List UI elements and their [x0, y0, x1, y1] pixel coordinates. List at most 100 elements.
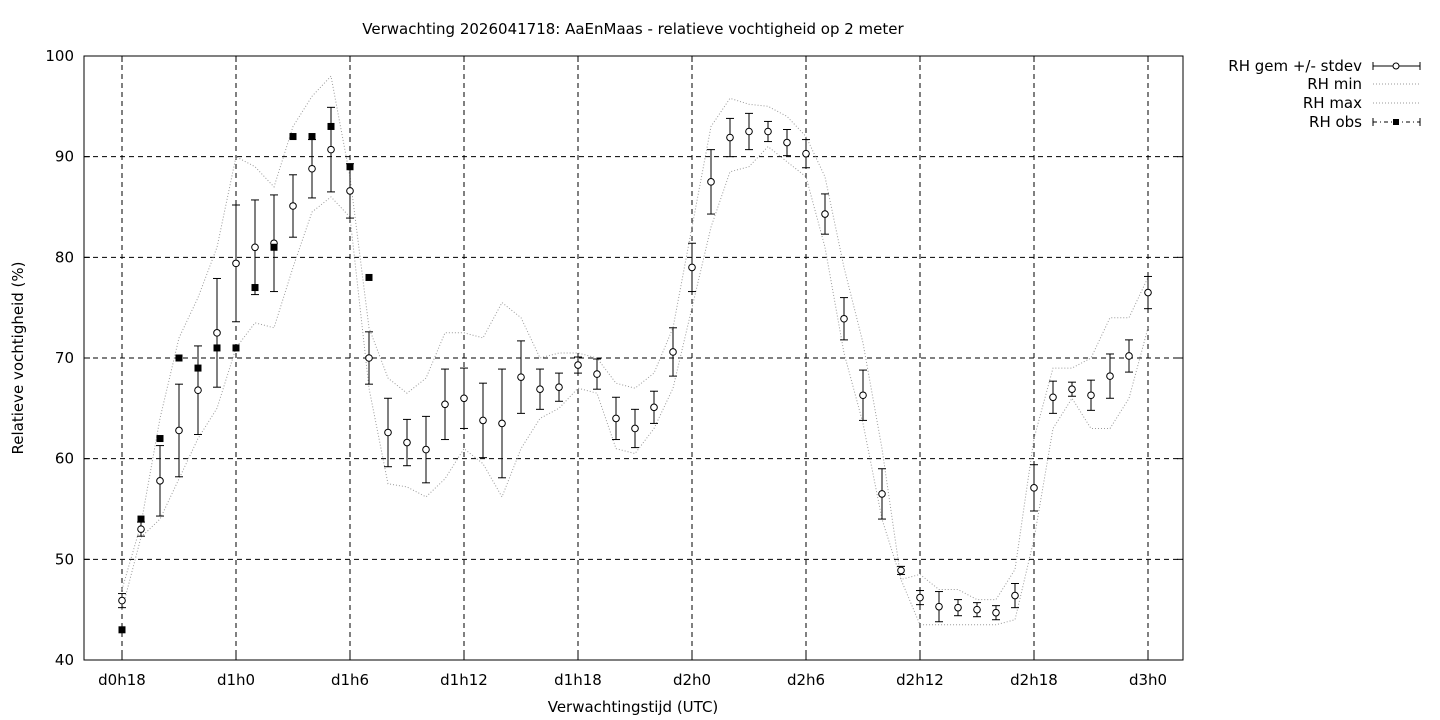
error-bar	[1125, 339, 1133, 373]
obs-point	[270, 243, 278, 251]
mean-point	[745, 127, 753, 136]
mean-point	[1087, 391, 1095, 400]
error-bar	[726, 117, 734, 158]
error-bar	[498, 368, 506, 479]
error-bar	[536, 368, 544, 410]
error-bar	[916, 590, 924, 606]
mean-point	[156, 477, 164, 485]
y-tick-label: 80	[55, 248, 74, 266]
mean-point	[441, 400, 449, 409]
y-tick-label: 90	[55, 148, 74, 166]
error-bar	[707, 149, 715, 215]
obs-point	[137, 515, 145, 523]
mean-point	[1030, 484, 1038, 492]
mean-point	[669, 348, 677, 356]
error-bar	[669, 327, 677, 377]
x-tick-label: d2h18	[1010, 671, 1058, 689]
mean-point	[688, 263, 696, 272]
mean-point	[764, 127, 772, 136]
error-bar	[308, 139, 316, 199]
error-bar	[650, 390, 658, 424]
error-bar	[517, 340, 525, 414]
error-bar	[1106, 353, 1114, 399]
mean-point	[498, 419, 506, 428]
error-bar	[840, 297, 848, 341]
x-axis-label: Verwachtingstijd (UTC)	[548, 698, 719, 716]
mean-point	[783, 138, 791, 147]
mean-point	[422, 445, 430, 454]
x-tick-labels: d0h18 d1h0 d1h6 d1h12 d1h18 d2h0 d2h6 d2h12 d2h1…	[98, 671, 1167, 689]
error-bar	[574, 356, 582, 374]
rh-max-line	[121, 75, 1149, 601]
x-tick-label: d2h0	[673, 671, 711, 689]
grid-lines	[84, 55, 1183, 661]
error-bar	[1144, 275, 1152, 310]
obs-point	[232, 344, 240, 352]
mean-point	[118, 596, 126, 605]
mean-point	[403, 438, 411, 447]
error-bar	[346, 163, 354, 219]
y-axis-label: Relatieve vochtigheid (%)	[9, 261, 27, 454]
y-tick-label: 70	[55, 349, 74, 367]
mean-point	[289, 202, 297, 210]
mean-point	[308, 164, 316, 173]
error-bar	[878, 468, 886, 520]
legend-obs-marker	[1393, 119, 1399, 125]
error-bar	[403, 418, 411, 467]
mean-point	[1106, 372, 1114, 380]
error-bar	[327, 106, 335, 193]
error-bar	[1030, 464, 1038, 512]
error-bar	[935, 591, 943, 623]
rh-min-line	[121, 145, 1149, 626]
mean-point	[859, 391, 867, 400]
error-bar	[441, 368, 449, 441]
x-tick-label: d1h12	[440, 671, 488, 689]
x-tick-label: d1h0	[217, 671, 255, 689]
error-bar	[422, 415, 430, 484]
error-bar	[631, 408, 639, 449]
legend-label: RH min	[1307, 75, 1362, 93]
x-tick-label: d1h18	[554, 671, 602, 689]
mean-point	[897, 566, 905, 575]
error-bar	[1049, 380, 1057, 414]
error-bar	[688, 242, 696, 293]
x-tick-label: d2h6	[787, 671, 825, 689]
mean-point	[175, 426, 183, 435]
error-bar	[593, 358, 601, 390]
error-bar	[213, 277, 221, 388]
error-bar	[1068, 381, 1076, 397]
error-bar	[118, 593, 126, 609]
mean-point	[251, 243, 259, 252]
obs-point	[327, 122, 335, 130]
mean-point	[574, 361, 582, 369]
y-tick-labels: 40 50 60 70 80 90 100	[45, 47, 74, 669]
mean-point	[916, 593, 924, 602]
mean-point	[536, 385, 544, 394]
legend-label: RH obs	[1309, 113, 1362, 131]
obs-point	[194, 364, 202, 372]
plot-frame	[83, 55, 1184, 661]
error-bar	[1087, 379, 1095, 411]
error-bar	[479, 382, 487, 459]
y-tick-label: 40	[55, 651, 74, 669]
obs-point	[175, 354, 183, 362]
mean-point	[1068, 385, 1076, 394]
observation-points	[118, 122, 373, 634]
error-bar	[251, 199, 259, 296]
obs-point	[156, 435, 164, 443]
mean-point	[1144, 288, 1152, 297]
mean-point	[384, 428, 392, 437]
obs-point	[118, 626, 126, 634]
error-bar	[270, 194, 278, 293]
error-bar	[232, 204, 240, 323]
mean-point	[802, 149, 810, 158]
mean-point	[726, 133, 734, 142]
y-tick-label: 50	[55, 550, 74, 568]
error-bar	[821, 193, 829, 235]
mean-point	[612, 414, 620, 423]
error-bar	[460, 367, 468, 429]
error-bar	[289, 174, 297, 238]
mean-point	[707, 178, 715, 186]
x-tick-label: d1h6	[331, 671, 369, 689]
